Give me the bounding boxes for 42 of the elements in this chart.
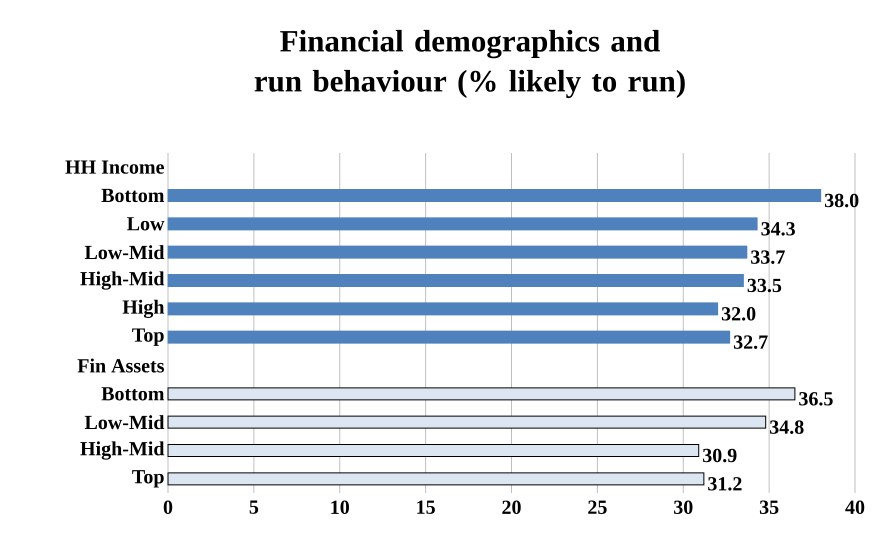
y-tick-label: Fin Assets bbox=[78, 358, 164, 373]
bar bbox=[168, 274, 744, 288]
data-label: 32.7 bbox=[734, 335, 768, 349]
y-tick-label: Low bbox=[127, 217, 164, 230]
y-tick-label: High bbox=[122, 300, 164, 318]
bar bbox=[168, 387, 796, 400]
data-label: 33.7 bbox=[751, 250, 785, 264]
chart-title: Financial demographics and run behaviour (% likely to run) bbox=[254, 30, 685, 98]
y-tick-label: Low-Mid bbox=[84, 415, 164, 430]
data-label: 31.2 bbox=[708, 477, 742, 491]
bar bbox=[168, 444, 700, 458]
x-tick-label: 40 bbox=[845, 500, 864, 514]
bar bbox=[168, 330, 730, 344]
bar bbox=[168, 217, 758, 230]
data-label: 30.9 bbox=[702, 448, 737, 462]
x-tick-label: 10 bbox=[331, 500, 349, 514]
y-tick-label: HH Income bbox=[65, 160, 164, 174]
data-label: 34.8 bbox=[770, 420, 804, 434]
y-tick-label: High-Mid bbox=[80, 271, 164, 290]
bar bbox=[168, 472, 704, 486]
data-label: 36.5 bbox=[799, 392, 833, 406]
bar bbox=[168, 416, 766, 429]
y-tick-label: Bottom bbox=[101, 387, 164, 400]
x-tick-label: 25 bbox=[588, 500, 607, 514]
data-label: 34.3 bbox=[761, 222, 795, 236]
bar bbox=[168, 246, 748, 259]
y-tick-label: Top bbox=[132, 470, 164, 488]
y-tick-label: Low-Mid bbox=[84, 245, 164, 260]
data-label: 33.5 bbox=[748, 278, 782, 292]
bar bbox=[168, 302, 718, 316]
y-tick-label: Bottom bbox=[101, 188, 164, 202]
data-label: 38.0 bbox=[824, 194, 858, 208]
y-tick-label: High-Mid bbox=[80, 441, 164, 460]
y-tick-label: Top bbox=[132, 328, 164, 346]
data-label: 32.0 bbox=[722, 307, 756, 321]
x-tick-label: 35 bbox=[760, 500, 778, 514]
x-tick-label: 5 bbox=[250, 500, 258, 514]
x-tick-label: 20 bbox=[502, 500, 521, 514]
x-tick-label: 30 bbox=[674, 500, 692, 514]
x-tick-label: 15 bbox=[417, 500, 435, 514]
x-tick-label: 0 bbox=[164, 500, 172, 514]
bar bbox=[168, 189, 822, 202]
